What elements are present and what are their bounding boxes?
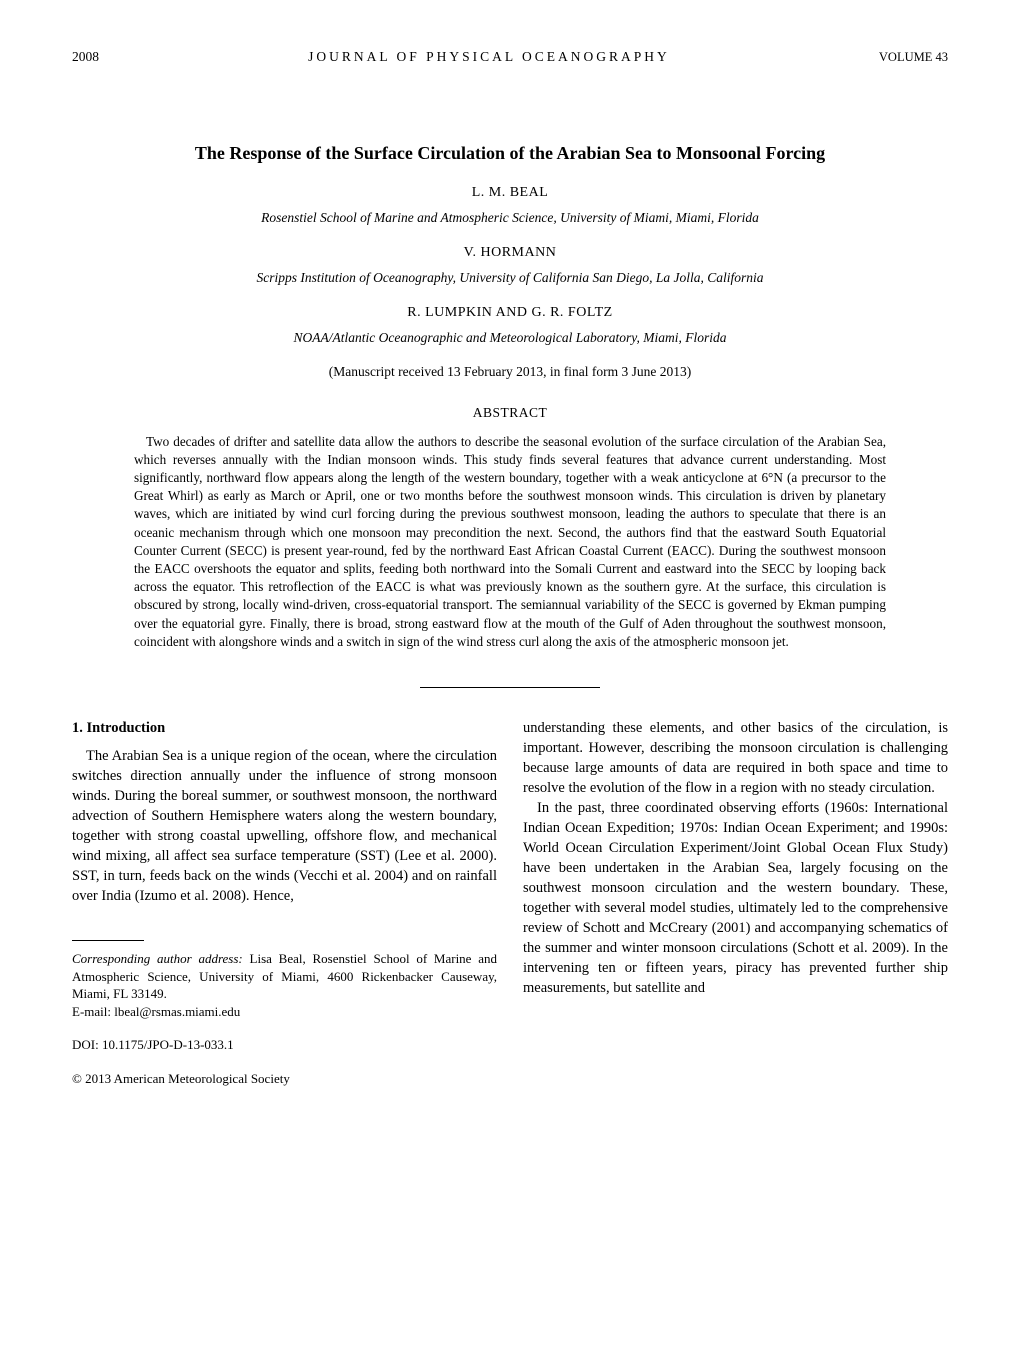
section-rule [420,687,600,688]
footnote-rule [72,940,144,941]
intro-para-1-cont: understanding these elements, and other … [523,718,948,798]
author-name-2: V. HORMANN [72,243,948,262]
journal-name: JOURNAL OF PHYSICAL OCEANOGRAPHY [99,48,879,67]
abstract-heading: ABSTRACT [72,404,948,423]
article-title: The Response of the Surface Circulation … [72,141,948,166]
left-column: 1. Introduction The Arabian Sea is a uni… [72,718,497,1088]
section-heading-intro: 1. Introduction [72,718,497,738]
email-label: E-mail: [72,1004,114,1019]
affiliation-2: Scripps Institution of Oceanography, Uni… [72,269,948,288]
copyright: © 2013 American Meteorological Society [72,1070,497,1088]
corresponding-label: Corresponding author address: [72,951,243,966]
author-name-text: V. HORMANN [464,245,557,260]
abstract-body: Two decades of drifter and satellite dat… [72,433,948,652]
running-header: 2008 JOURNAL OF PHYSICAL OCEANOGRAPHY VO… [72,48,948,67]
right-column: understanding these elements, and other … [523,718,948,1088]
author-name-text: R. LUMPKIN AND G. R. FOLTZ [407,305,612,320]
author-name-text: L. M. BEAL [472,185,549,200]
corresponding-email: lbeal@rsmas.miami.edu [114,1004,240,1019]
doi: DOI: 10.1175/JPO-D-13-033.1 [72,1036,497,1054]
affiliation-1: Rosenstiel School of Marine and Atmosphe… [72,209,948,228]
volume-label: VOLUME 43 [879,49,948,66]
intro-para-2: In the past, three coordinated observing… [523,798,948,998]
body-columns: 1. Introduction The Arabian Sea is a uni… [72,718,948,1088]
corresponding-author: Corresponding author address: Lisa Beal,… [72,950,497,1020]
manuscript-dates: (Manuscript received 13 February 2013, i… [72,363,948,382]
intro-para-1: The Arabian Sea is a unique region of th… [72,746,497,906]
affiliation-3: NOAA/Atlantic Oceanographic and Meteorol… [72,329,948,348]
page-number: 2008 [72,48,99,67]
author-name-3: R. LUMPKIN AND G. R. FOLTZ [72,303,948,322]
author-name-1: L. M. BEAL [72,183,948,202]
